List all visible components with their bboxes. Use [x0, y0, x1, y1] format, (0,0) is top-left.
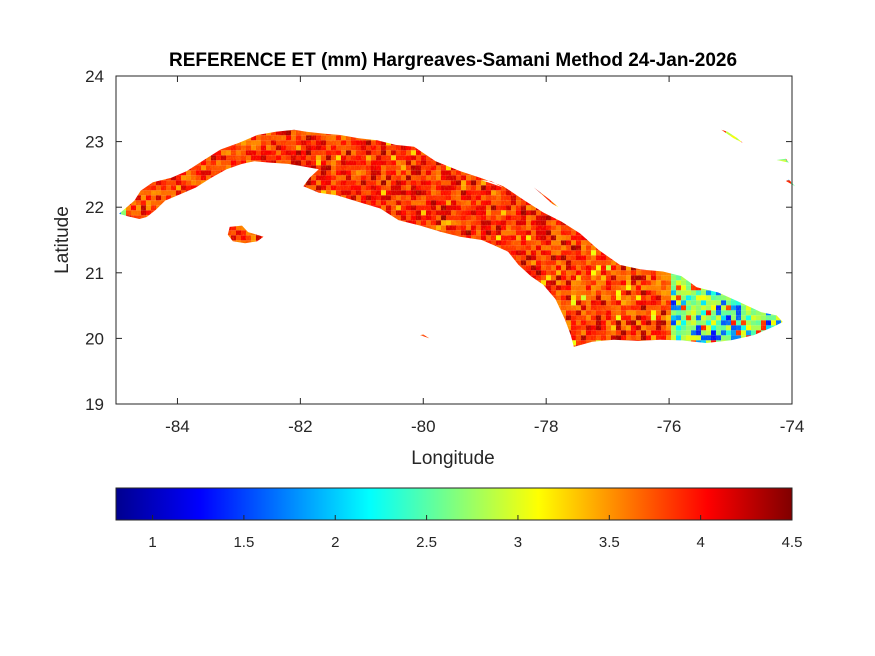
chart-title: REFERENCE ET (mm) Hargreaves-Samani Meth…	[169, 50, 737, 71]
plot-area	[115, 75, 793, 405]
